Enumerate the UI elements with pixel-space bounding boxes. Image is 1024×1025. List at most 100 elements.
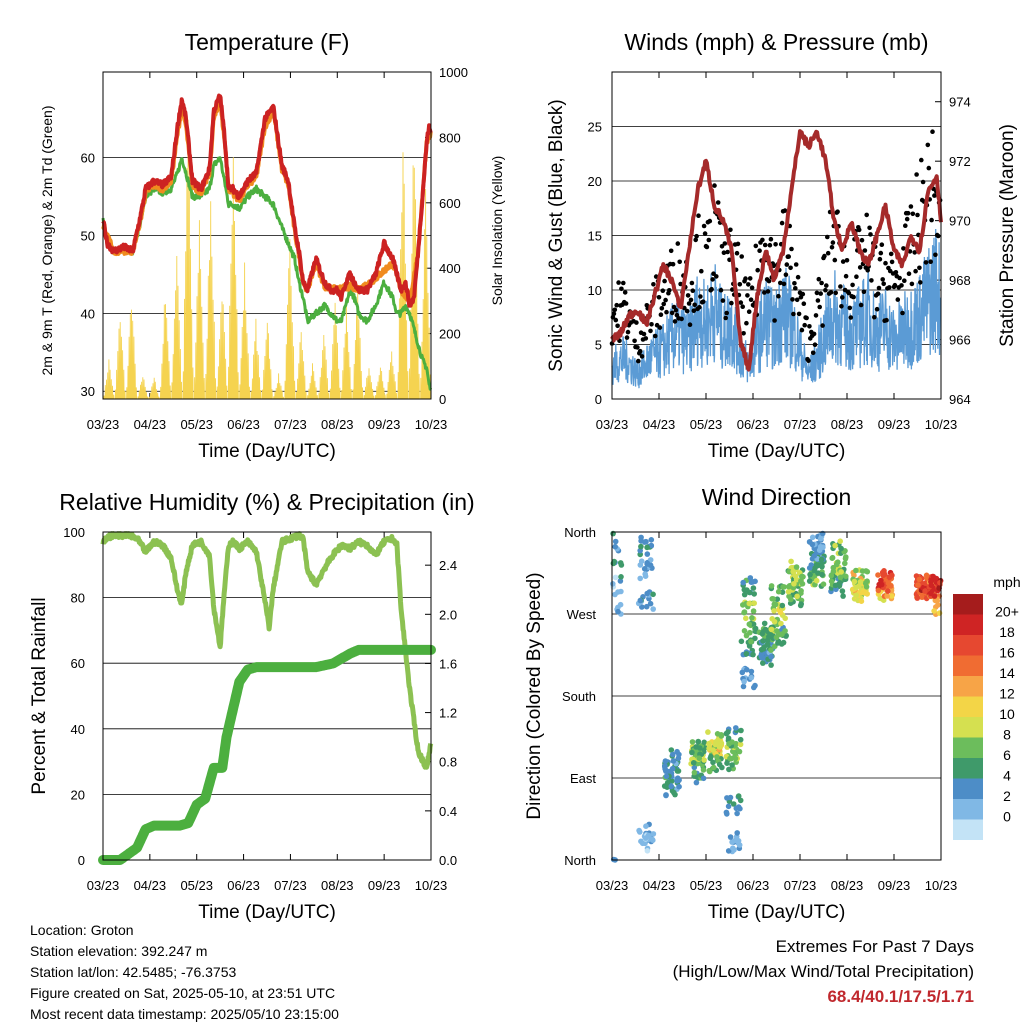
gust-point: [782, 208, 788, 213]
direction-point: [786, 583, 792, 590]
gust-point: [746, 282, 751, 287]
direction-point: [875, 587, 882, 594]
direction-point: [768, 626, 775, 633]
gust-point: [817, 304, 822, 310]
x-axis-label-1: Time (Day/UTC): [708, 441, 846, 462]
gust-point: [905, 210, 911, 216]
direction-point: [710, 747, 716, 753]
direction-point: [690, 760, 697, 766]
direction-point: [752, 682, 758, 689]
gust-point: [762, 242, 768, 248]
gust-point: [667, 288, 672, 293]
direction-point: [771, 608, 777, 614]
direction-point: [648, 542, 655, 549]
y2-tick-label-rh-0: 0.0: [439, 853, 457, 868]
direction-point: [638, 558, 645, 564]
direction-point: [919, 594, 925, 600]
gust-point: [897, 275, 902, 281]
gust-point: [823, 287, 828, 293]
direction-point: [648, 537, 655, 543]
legend-swatch-8: [953, 758, 983, 779]
gust-point: [625, 329, 631, 335]
line-9m-t: [101, 102, 433, 306]
direction-point: [864, 578, 870, 584]
gust-point: [745, 293, 750, 298]
y2-tick-label-wind-4: 972: [949, 154, 971, 169]
gust-point: [783, 272, 789, 278]
direction-point: [752, 635, 758, 642]
gust-point: [697, 305, 702, 310]
direction-point: [669, 765, 676, 772]
direction-point: [750, 608, 757, 614]
direction-point: [760, 660, 766, 666]
series-direction: [610, 530, 944, 863]
y2-tick-label-wind-5: 974: [949, 95, 971, 110]
gust-point: [663, 297, 668, 303]
direction-point: [768, 662, 774, 668]
gust-point: [789, 246, 794, 252]
gust-point: [807, 324, 812, 329]
gust-point: [632, 338, 637, 344]
gust-point: [879, 242, 885, 247]
gust-point: [709, 286, 714, 292]
gust-point: [824, 283, 829, 288]
legend-swatch-3: [953, 655, 983, 676]
gust-point: [693, 237, 698, 243]
gust-point: [660, 288, 666, 294]
direction-point: [922, 580, 929, 586]
gust-point: [878, 250, 884, 256]
direction-point: [697, 745, 703, 751]
direction-point: [644, 544, 650, 551]
direction-point: [638, 534, 644, 541]
direction-point: [751, 600, 757, 606]
direction-point: [775, 588, 782, 595]
direction-point: [746, 600, 753, 607]
gust-point: [622, 290, 628, 295]
gust-point: [675, 241, 681, 246]
direction-point: [734, 810, 740, 817]
gust-point: [815, 298, 821, 303]
y-tick-label-temp-3: 60: [81, 151, 95, 166]
gust-point: [624, 335, 630, 340]
gust-point: [893, 270, 899, 275]
x-tick-label-1-2: 05/23: [690, 417, 723, 432]
y-tick-label-dir-3: West: [567, 607, 597, 622]
x-tick-label-2-7: 10/23: [415, 878, 448, 893]
y-tick-label-dir-2: South: [562, 689, 596, 704]
y-tick-label-dir-4: North: [564, 525, 596, 540]
direction-point: [741, 609, 747, 616]
direction-point: [710, 759, 716, 766]
gust-point: [691, 308, 697, 314]
direction-point: [663, 792, 669, 798]
direction-point: [644, 560, 650, 566]
gust-point: [840, 295, 845, 300]
gust-point: [874, 306, 880, 312]
direction-point: [885, 580, 892, 586]
location-text: Location: Groton: [30, 922, 134, 938]
direction-point: [843, 573, 849, 580]
direction-point: [695, 738, 701, 745]
gust-point: [657, 325, 663, 330]
gust-point: [781, 281, 787, 287]
gust-point: [900, 310, 905, 316]
direction-point: [650, 591, 656, 598]
gust-point: [881, 281, 886, 287]
gust-point: [612, 307, 618, 313]
direction-point: [701, 739, 707, 746]
gust-point: [662, 278, 667, 284]
gust-point: [901, 246, 906, 251]
gust-point: [888, 251, 894, 257]
gust-point: [636, 358, 641, 364]
direction-point: [750, 651, 756, 658]
gust-point: [722, 241, 728, 246]
x-tick-label-3-6: 09/23: [878, 878, 911, 893]
direction-point: [931, 608, 937, 614]
gust-point: [935, 233, 941, 239]
direction-point: [842, 560, 848, 567]
direction-point: [768, 653, 774, 660]
gust-point: [772, 318, 777, 323]
gust-point: [906, 271, 912, 277]
gust-point: [762, 290, 767, 295]
gust-point: [658, 312, 664, 318]
gust-point: [868, 232, 873, 237]
